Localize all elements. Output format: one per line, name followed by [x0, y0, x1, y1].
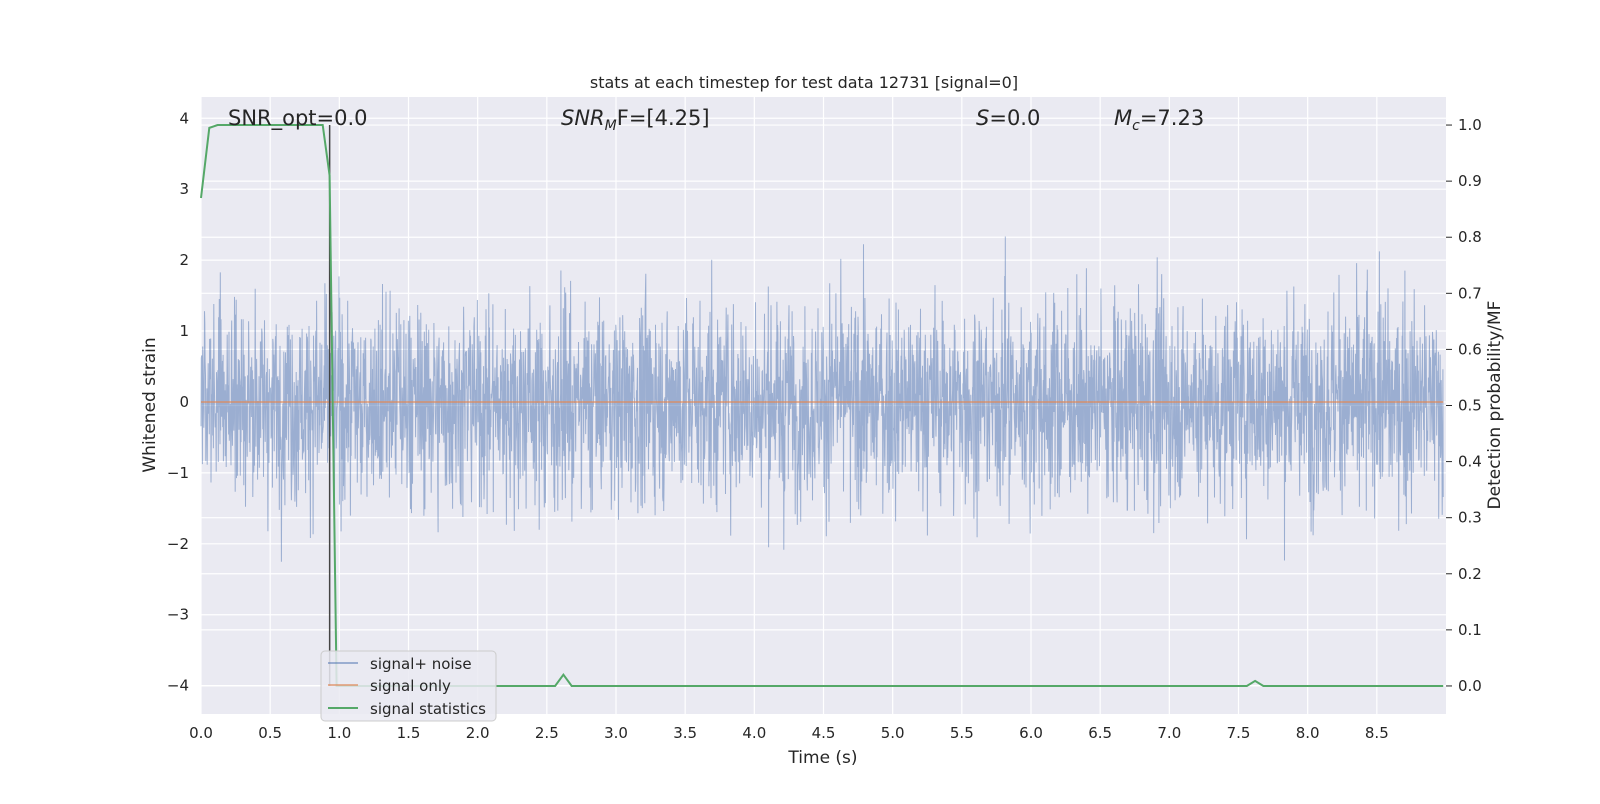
x-tick-label: 2.0 [466, 724, 490, 742]
x-tick-labels: 0.0 0.5 1.0 1.5 2.0 2.5 3.0 3.5 4.0 4.5 5.0 5.5 6.0 6… [189, 724, 1389, 742]
y-right-tick-label: 0.5 [1458, 397, 1482, 415]
y-tick-label: −3 [167, 606, 189, 624]
x-tick-label: 3.5 [673, 724, 697, 742]
y-right-axis-label: Detection probability/MF [1485, 301, 1505, 510]
annotation-s-rest: =0.0 [989, 106, 1040, 130]
y-right-tick-label: 0.2 [1458, 565, 1482, 583]
annotation-snr-mf-sub: M [605, 118, 617, 134]
x-tick-label: 7.5 [1227, 724, 1251, 742]
y-right-tick-label: 0.4 [1458, 453, 1482, 471]
y-right-tick-label: 0.8 [1458, 228, 1482, 246]
x-tick-label: 6.0 [1019, 724, 1043, 742]
x-tick-label: 7.0 [1157, 724, 1181, 742]
legend-label-signal-noise: signal+ noise [370, 655, 472, 673]
x-tick-label: 5.0 [881, 724, 905, 742]
series-line-signal-statistics [200, 124, 1444, 687]
y-right-tick-label: 0.6 [1458, 340, 1482, 358]
y-right-tick-label: 0.3 [1458, 509, 1482, 527]
y-axis-label: Whitened strain [140, 337, 160, 472]
annotation-snr-mf-name: SNR [561, 106, 605, 130]
annotation-mc-sub: c [1132, 118, 1140, 134]
series-signal-noise [200, 236, 1444, 562]
y-right-tick-label: 0.0 [1458, 677, 1482, 695]
annotation-mc-rest: =7.23 [1140, 106, 1204, 130]
y-tick-label: 4 [179, 109, 189, 127]
x-tick-label: 2.5 [535, 724, 559, 742]
legend-label-signal-statistics: signal statistics [370, 700, 486, 718]
y-tick-labels: 4 3 2 1 0 −1 −2 −3 −4 [167, 109, 189, 694]
x-tick-label: 3.0 [604, 724, 628, 742]
legend: signal+ noise signal only signal statist… [320, 650, 497, 722]
annotation-s-name: S [976, 106, 989, 130]
x-tick-label: 8.0 [1296, 724, 1320, 742]
x-tick-label: 1.5 [397, 724, 421, 742]
y-right-tick-label: 0.7 [1458, 284, 1482, 302]
x-tick-label: 5.5 [950, 724, 974, 742]
annotation-mc: Mc=7.23 [1114, 106, 1204, 134]
annotation-snr-mf: SNRMF=[4.25] [561, 106, 710, 134]
y-tick-label: 3 [179, 180, 189, 198]
chart-title: stats at each timestep for test data 127… [590, 73, 1018, 92]
annotation-mc-name: M [1114, 106, 1132, 130]
y-right-tick-label: 0.9 [1458, 172, 1482, 190]
x-axis-label: Time (s) [787, 748, 857, 768]
x-tick-label: 0.0 [189, 724, 213, 742]
y-tick-label: 0 [179, 393, 189, 411]
annotation-s: S=0.0 [976, 106, 1040, 130]
annotation-snr-opt: SNR_opt=0.0 [228, 106, 368, 131]
series-signal-statistics [200, 124, 1444, 687]
x-tick-label: 0.5 [258, 724, 282, 742]
x-tick-label: 4.0 [742, 724, 766, 742]
y-tick-label: −4 [167, 677, 189, 695]
x-tick-label: 1.0 [327, 724, 351, 742]
y-tick-label: 2 [179, 251, 189, 269]
y-tick-label: 1 [179, 322, 189, 340]
y-right-tick-label: 0.1 [1458, 621, 1482, 639]
x-tick-label: 4.5 [812, 724, 836, 742]
legend-box [320, 650, 497, 722]
annotation-snr-mf-rest: F=[4.25] [617, 106, 710, 130]
y-tick-label: −2 [167, 535, 189, 553]
y-tick-label: −1 [167, 464, 189, 482]
y-right-tick-label: 1.0 [1458, 116, 1482, 134]
legend-label-signal-only: signal only [370, 677, 451, 695]
y-right-tick-labels: 1.0 0.9 0.8 0.7 0.6 0.5 0.4 0.3 0.2 0.1 0.0 [1446, 116, 1482, 695]
series-line-signal-noise [200, 236, 1444, 562]
x-tick-label: 6.5 [1088, 724, 1112, 742]
x-tick-label: 8.5 [1365, 724, 1389, 742]
